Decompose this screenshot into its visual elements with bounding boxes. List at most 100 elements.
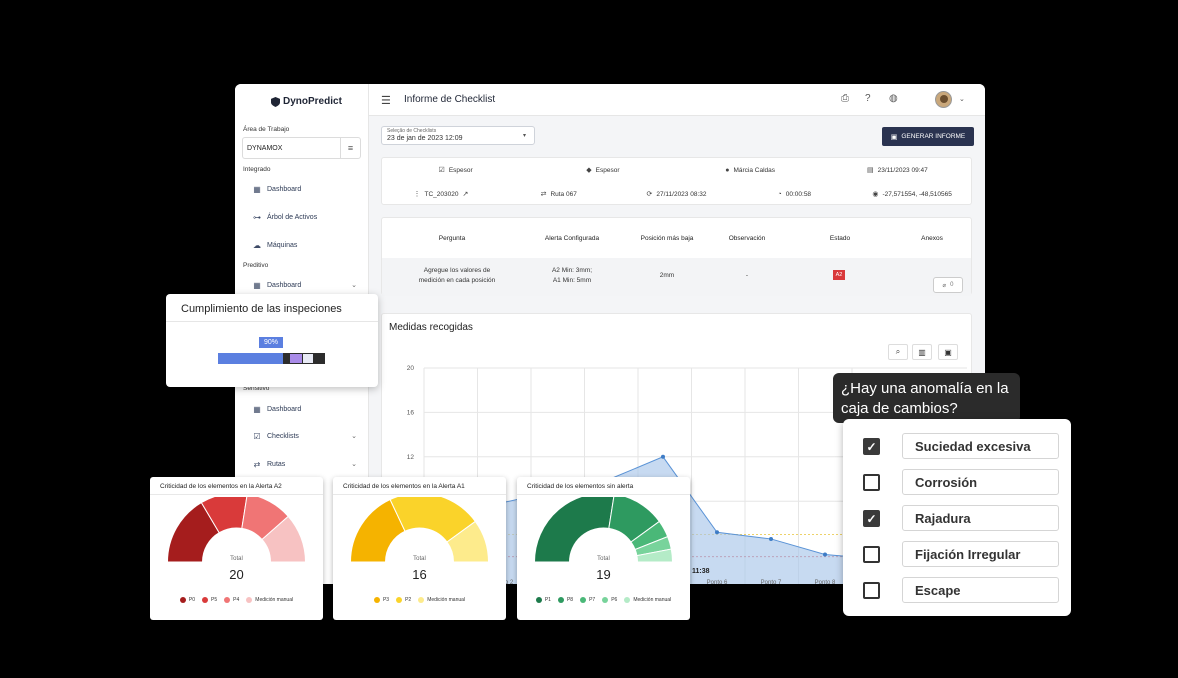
- legend-dot: [602, 597, 609, 603]
- info-date-value: 23/11/2023 09:47: [877, 166, 928, 174]
- checkbox[interactable]: ✓: [863, 438, 880, 455]
- donut-total-value: 20: [229, 567, 244, 582]
- option-row[interactable]: ✓ Suciedad excesiva: [843, 433, 1071, 459]
- donut-slice: [533, 497, 615, 563]
- help-icon[interactable]: ?: [865, 93, 871, 104]
- sidebar-item-rutas[interactable]: ⇄ Rutas ⌄: [253, 459, 357, 469]
- x-tick-label: Ponto 8: [815, 580, 836, 584]
- divider: [333, 494, 506, 495]
- data-point: [661, 454, 665, 459]
- sidebar-item-label: Dashboard: [267, 281, 302, 289]
- checkbox[interactable]: [863, 474, 880, 491]
- avatar[interactable]: [935, 91, 952, 108]
- status-badge: A2: [833, 270, 845, 280]
- option-label[interactable]: Suciedad excesiva: [902, 433, 1059, 459]
- checklist-icon: ☑: [253, 431, 261, 441]
- location-icon: ◉: [872, 191, 879, 198]
- info-card: ☑ Espesor ◆ Espesor ● Márcia Caldas ▤ 23/11/…: [381, 157, 972, 205]
- generate-report-button[interactable]: ▣ GENERAR INFORME: [882, 127, 974, 146]
- sidebar-item-label: Rutas: [267, 460, 286, 468]
- legend-item: P1: [535, 597, 551, 603]
- legend-item: Medición manual: [246, 597, 293, 603]
- info-sync-value: 27/11/2023 08:32: [656, 190, 707, 198]
- donut-legend: P3 P2 Medición manual: [333, 597, 506, 603]
- sidebar-item-dashboard[interactable]: ▦ Dashboard: [253, 184, 357, 194]
- camera-icon[interactable]: ▣: [938, 344, 958, 360]
- grid-icon: ▦: [253, 184, 261, 194]
- info-row: ☑ Espesor ◆ Espesor ● Márcia Caldas ▤ 23/11/…: [382, 158, 971, 182]
- grid-icon: ▦: [253, 280, 261, 290]
- area-select[interactable]: DYNAMOX ≡: [242, 137, 361, 159]
- zoom-icon[interactable]: ⌕: [888, 344, 908, 360]
- col-header-pergunta: Pergunta: [438, 235, 466, 242]
- filter-icon[interactable]: ≡: [340, 138, 360, 158]
- option-row[interactable]: Fijación Irregular: [843, 541, 1071, 567]
- menu-icon[interactable]: ☰: [381, 95, 391, 107]
- option-row[interactable]: ✓ Rajadura: [843, 505, 1071, 531]
- option-label[interactable]: Corrosión: [902, 469, 1059, 495]
- chevron-down-icon[interactable]: ⌄: [959, 96, 965, 103]
- info-location: ◉ -27,571554, -48,510565: [853, 190, 971, 199]
- sidebar-item-asset-tree[interactable]: ⊶ Árbol de Activos: [253, 213, 357, 222]
- col-header-alerta: Alerta Configurada: [544, 235, 600, 242]
- progress-segment: [303, 354, 313, 363]
- user-avatar-icon: ●: [725, 166, 730, 174]
- page-title: Informe de Checklist: [404, 94, 496, 105]
- checkbox[interactable]: [863, 582, 880, 599]
- sidebar-item-machines[interactable]: ☁ Máquinas: [253, 240, 357, 250]
- col-header-anexos: Anexos: [921, 235, 943, 242]
- globe-icon[interactable]: ◍: [889, 93, 898, 104]
- hierarchy-icon: ⋮: [413, 191, 421, 198]
- legend-dot: [202, 597, 209, 603]
- sidebar-item-label: Árbol de Activos: [267, 213, 318, 221]
- option-row[interactable]: Corrosión: [843, 469, 1071, 495]
- legend-label: P6: [611, 597, 618, 603]
- sidebar-section-integrado: Integrado: [243, 166, 271, 173]
- option-row[interactable]: Escape: [843, 577, 1071, 603]
- info-tag-value: Espesor: [595, 166, 620, 174]
- info-route-value: Ruta 067: [550, 190, 577, 198]
- option-label[interactable]: Escape: [902, 577, 1059, 603]
- route-icon: ⇄: [540, 191, 547, 198]
- sync-icon: ⟳: [646, 191, 653, 198]
- donut-slice: [446, 520, 490, 563]
- donut-total-label: Total: [413, 556, 426, 562]
- info-type-value: Espesor: [448, 166, 473, 174]
- grid-icon: ▦: [253, 404, 261, 414]
- print-icon[interactable]: ⎙: [841, 93, 849, 104]
- sidebar-item-sens-dashboard[interactable]: ▦ Dashboard: [253, 404, 357, 414]
- machine-icon: ☁: [253, 240, 261, 250]
- legend-label: P8: [566, 597, 574, 603]
- legend-label: P4: [233, 597, 240, 603]
- route-icon: ⇄: [253, 459, 261, 469]
- checkbox[interactable]: [863, 546, 880, 563]
- table-row: [382, 258, 971, 296]
- sidebar-item-checklists[interactable]: ☑ Checklists ⌄: [253, 431, 357, 441]
- checkbox[interactable]: ✓: [863, 510, 880, 527]
- info-user: ● Márcia Caldas: [677, 167, 824, 174]
- attachments-count: 0: [950, 282, 954, 288]
- donut-chart: [349, 497, 490, 563]
- donut-total-value: 16: [412, 567, 427, 582]
- legend-item: P6: [602, 597, 617, 603]
- option-label[interactable]: Rajadura: [902, 505, 1059, 531]
- checklist-select[interactable]: Seleção de Checklists 23 de jan de 2023 …: [381, 126, 535, 145]
- legend-item: P2: [396, 597, 411, 603]
- option-label[interactable]: Fijación Irregular: [902, 541, 1059, 567]
- anomaly-options-card: ✓ Suciedad excesiva Corrosión ✓ Rajadura…: [843, 419, 1071, 616]
- attachments-button[interactable]: ⌀ 0: [933, 277, 963, 293]
- external-link-icon[interactable]: ↗: [462, 191, 469, 198]
- x-tick-label: o 2: [505, 580, 514, 584]
- legend-dot: [557, 597, 564, 603]
- legend-label: P3: [382, 597, 390, 603]
- donut-chart: [533, 497, 674, 563]
- y-tick-label: 12: [407, 454, 415, 461]
- info-row: ⋮ TC_203020 ↗ ⇄ Ruta 067 ⟳ 27/11/2023 08:32 …: [382, 182, 971, 206]
- legend-label: P2: [405, 597, 412, 603]
- chart-time-label: 11:38: [692, 568, 710, 575]
- donut-card-a1: Criticidad de los elementos en la Alerta…: [333, 477, 506, 620]
- bar-chart-icon[interactable]: ▥: [912, 344, 932, 360]
- info-code: ⋮ TC_203020 ↗: [382, 190, 500, 199]
- legend-label: P1: [544, 597, 551, 603]
- sidebar-item-pred-dashboard[interactable]: ▦ Dashboard ⌄: [253, 280, 357, 290]
